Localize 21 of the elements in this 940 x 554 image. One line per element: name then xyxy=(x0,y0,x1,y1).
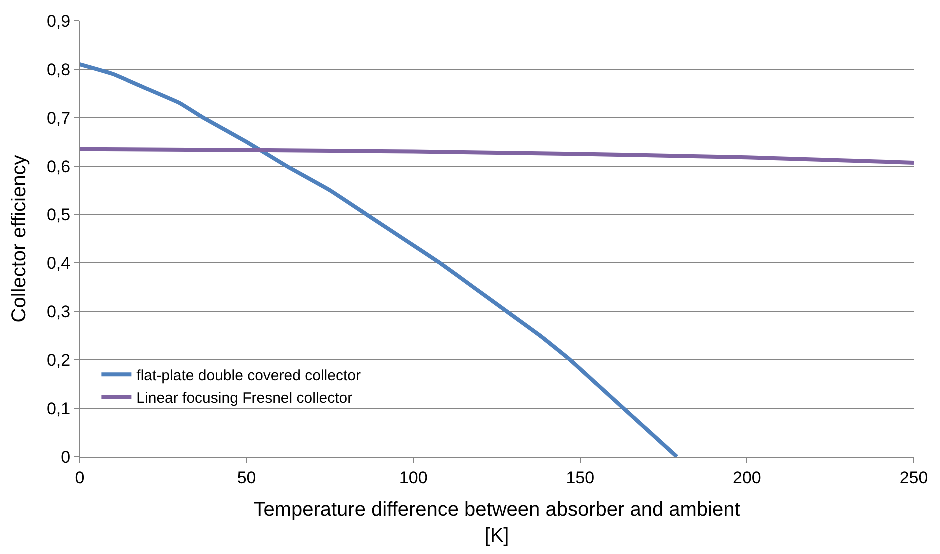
y-tick-label: 0,1 xyxy=(46,400,71,419)
y-axis-title: Collector efficiency xyxy=(8,155,30,323)
legend-label: flat-plate double covered collector xyxy=(136,368,361,384)
legend-label: Linear focusing Fresnel collector xyxy=(136,390,353,407)
y-tick-label: 0,6 xyxy=(46,157,71,176)
x-tick-label: 100 xyxy=(399,468,428,488)
y-tick-label: 0,9 xyxy=(46,12,71,31)
x-tick-label: 50 xyxy=(237,468,256,488)
x-axis-title: Temperature difference between absorber and ambient [K] xyxy=(254,498,741,547)
x-tick-label: 250 xyxy=(900,468,928,488)
y-tick-label: 0,7 xyxy=(46,108,71,128)
y-tick-label: 0,3 xyxy=(46,302,71,322)
x-tick-label: 150 xyxy=(566,468,595,488)
y-tick-label: 0,5 xyxy=(46,206,71,225)
y-tick-label: 0,2 xyxy=(46,351,71,370)
y-tick-label: 0,4 xyxy=(46,254,71,274)
y-tick-label: 0,8 xyxy=(46,60,71,80)
x-tick-label: 200 xyxy=(733,468,762,488)
y-tick-label: 0 xyxy=(61,448,71,467)
line-series xyxy=(80,62,680,457)
x-tick-label: 0 xyxy=(75,468,85,488)
